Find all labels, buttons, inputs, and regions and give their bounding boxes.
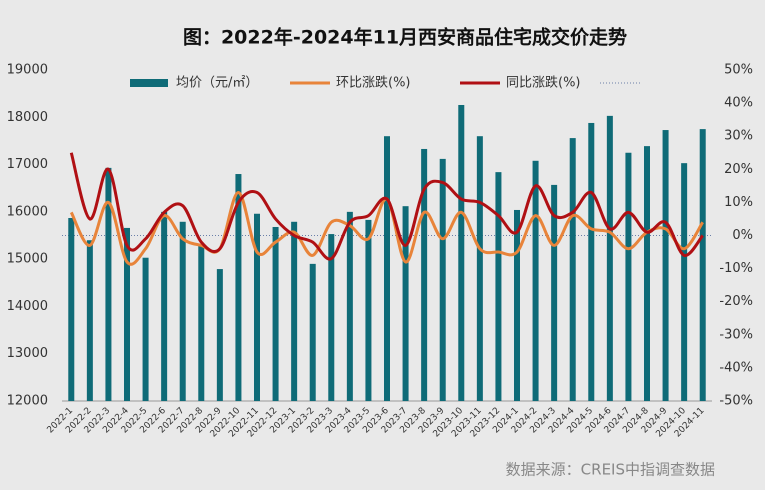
bar	[569, 138, 576, 401]
bar	[124, 227, 130, 401]
y2-tick-label: 10%	[724, 195, 753, 210]
bar	[86, 240, 93, 401]
y2-tick-label: 0%	[732, 228, 753, 243]
y-tick-label: 15000	[7, 252, 48, 267]
y2-tick-label: 40%	[724, 96, 753, 111]
y2-tick-label: -50%	[719, 394, 753, 409]
y2-tick-label: 20%	[724, 162, 753, 177]
y-tick-label: 14000	[7, 299, 48, 314]
bar	[402, 206, 409, 401]
bar	[495, 172, 502, 401]
y-tick-label: 16000	[7, 204, 48, 219]
y2-tick-label: -40%	[719, 360, 753, 375]
bar	[216, 269, 223, 401]
y-tick-label: 17000	[7, 157, 48, 172]
source-note: 数据来源：CREIS中指调查数据	[506, 461, 715, 479]
bar	[532, 160, 539, 401]
bar	[662, 130, 669, 401]
bar	[179, 221, 186, 401]
bar	[699, 129, 706, 401]
bar	[681, 163, 688, 401]
bar	[235, 174, 242, 401]
bar	[439, 158, 446, 401]
legend-label: 环比涨跌(%)	[336, 75, 411, 91]
bar	[551, 184, 558, 401]
bar	[68, 218, 75, 401]
bar	[291, 221, 298, 401]
bar	[588, 122, 595, 402]
bar	[142, 257, 149, 401]
bar	[346, 211, 353, 401]
bar	[309, 263, 316, 401]
bar	[458, 104, 465, 402]
bar	[254, 213, 260, 401]
bar	[328, 234, 335, 401]
legend-label: 均价（元/㎡）	[176, 76, 258, 91]
bar	[514, 209, 520, 401]
bar	[606, 115, 613, 402]
y2-tick-label: -10%	[719, 261, 753, 276]
y-tick-label: 19000	[7, 63, 48, 78]
bar	[625, 152, 632, 401]
y2-tick-label: -30%	[719, 327, 753, 342]
bar	[476, 136, 483, 401]
bar	[365, 219, 372, 401]
legend-label: 同比涨跌(%)	[506, 75, 581, 91]
y2-tick-label: 30%	[724, 129, 753, 144]
y-tick-label: 12000	[7, 394, 48, 409]
y2-tick-label: -20%	[719, 294, 753, 309]
chart-title: 图：2022年-2024年11月西安商品住宅成交价走势	[183, 26, 627, 49]
bar	[161, 211, 168, 401]
bar	[272, 226, 279, 401]
bar	[644, 146, 650, 401]
bar	[198, 244, 205, 401]
y-tick-label: 18000	[7, 110, 48, 125]
line	[69, 152, 704, 261]
y-tick-label: 13000	[7, 346, 48, 361]
legend-swatch	[130, 79, 168, 87]
bar	[384, 136, 390, 401]
y2-tick-label: 50%	[724, 63, 753, 78]
bar	[105, 167, 112, 401]
bar	[421, 148, 428, 401]
